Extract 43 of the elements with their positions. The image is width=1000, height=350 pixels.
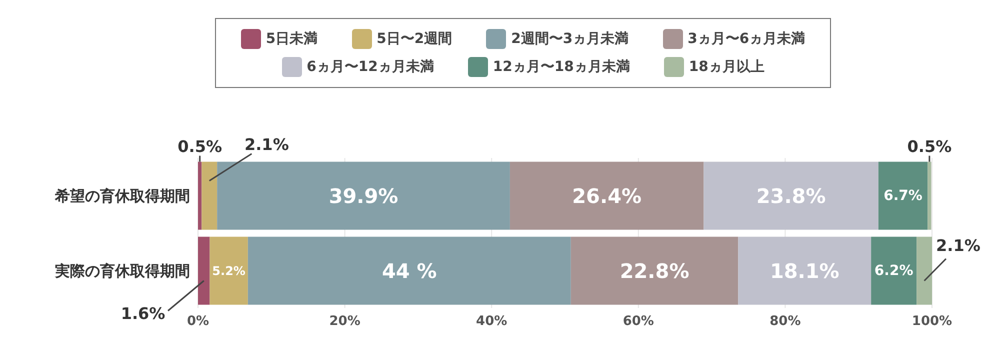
x-tick-label: 100% (912, 314, 952, 330)
data-label: 2.1% (936, 236, 980, 255)
bar (916, 236, 932, 305)
bar (248, 236, 571, 305)
legend-label: 2週間〜3ヵ月未満 (511, 30, 629, 48)
x-tick-label: 80% (770, 314, 801, 330)
legend-label: 5日未満 (266, 30, 318, 48)
data-label: 2.1% (244, 134, 289, 154)
bar (570, 236, 738, 305)
data-label: 22.8% (620, 258, 690, 283)
data-label: 18.1% (770, 258, 840, 283)
data-label: 1.6% (120, 304, 166, 323)
data-label: 0.5% (907, 136, 952, 156)
x-tick-label: 0% (186, 314, 210, 330)
x-tick-label: 60% (622, 314, 654, 330)
x-tick-label: 40% (476, 314, 508, 330)
bar (510, 162, 704, 230)
bar (704, 162, 878, 230)
bar (928, 162, 932, 230)
bar (871, 236, 917, 305)
bar (217, 162, 510, 230)
data-label: 44 % (382, 258, 437, 283)
legend-label: 18ヵ月以上 (688, 58, 764, 76)
legend-label: 6ヵ月〜12ヵ月未満 (306, 58, 434, 76)
bar (210, 236, 248, 305)
data-label: 5.2% (212, 264, 246, 278)
bar (198, 162, 202, 230)
data-label: 23.8% (756, 184, 826, 208)
bar (738, 236, 872, 305)
y-tick-label: 希望の育休取得期間 (54, 186, 190, 205)
bar (202, 162, 218, 230)
data-label: 6.7% (884, 188, 922, 204)
bar (878, 162, 928, 230)
x-tick-label: 20% (329, 314, 360, 330)
legend-label: 3ヵ月〜6ヵ月未満 (688, 30, 806, 48)
bar (198, 236, 210, 305)
data-label: 26.4% (572, 184, 642, 208)
legend-label: 5日〜2週間 (376, 30, 452, 48)
data-label: 0.5% (178, 136, 222, 156)
data-label: 6.2% (874, 262, 914, 279)
legend-label: 12ヵ月〜18ヵ月未満 (492, 58, 630, 76)
y-tick-label: 実際の育休取得期間 (54, 262, 190, 280)
data-label: 39.9% (328, 184, 398, 208)
